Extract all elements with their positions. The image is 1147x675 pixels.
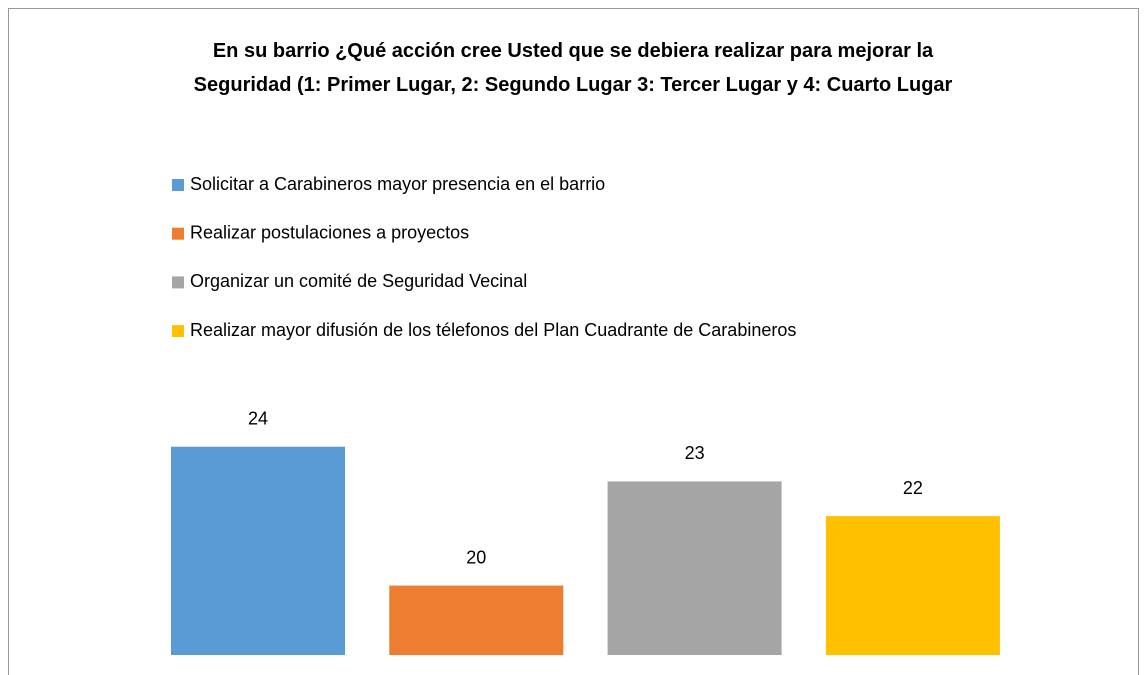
legend-swatch [172, 227, 184, 240]
chart-border [8, 8, 1139, 675]
bar [389, 585, 564, 655]
legend-swatch [172, 325, 184, 338]
bar [171, 446, 345, 655]
data-label: 23 [685, 443, 705, 463]
data-label: 24 [248, 408, 268, 428]
data-label: 22 [903, 478, 923, 498]
chart-title: En su barrio ¿Qué acción cree Usted que … [193, 40, 953, 96]
legend-label: Organizar un comité de Seguridad Vecinal [190, 271, 527, 291]
data-label: 20 [466, 547, 486, 567]
legend-swatch [172, 179, 184, 191]
legend-label: Realizar mayor difusión de los télefonos… [190, 320, 796, 340]
legend-label: Realizar postulaciones a proyectos [190, 222, 469, 242]
bar [607, 481, 782, 655]
legend-swatch [172, 276, 184, 289]
bar [825, 516, 1000, 655]
legend-label: Solicitar a Carabineros mayor presencia … [190, 174, 605, 194]
